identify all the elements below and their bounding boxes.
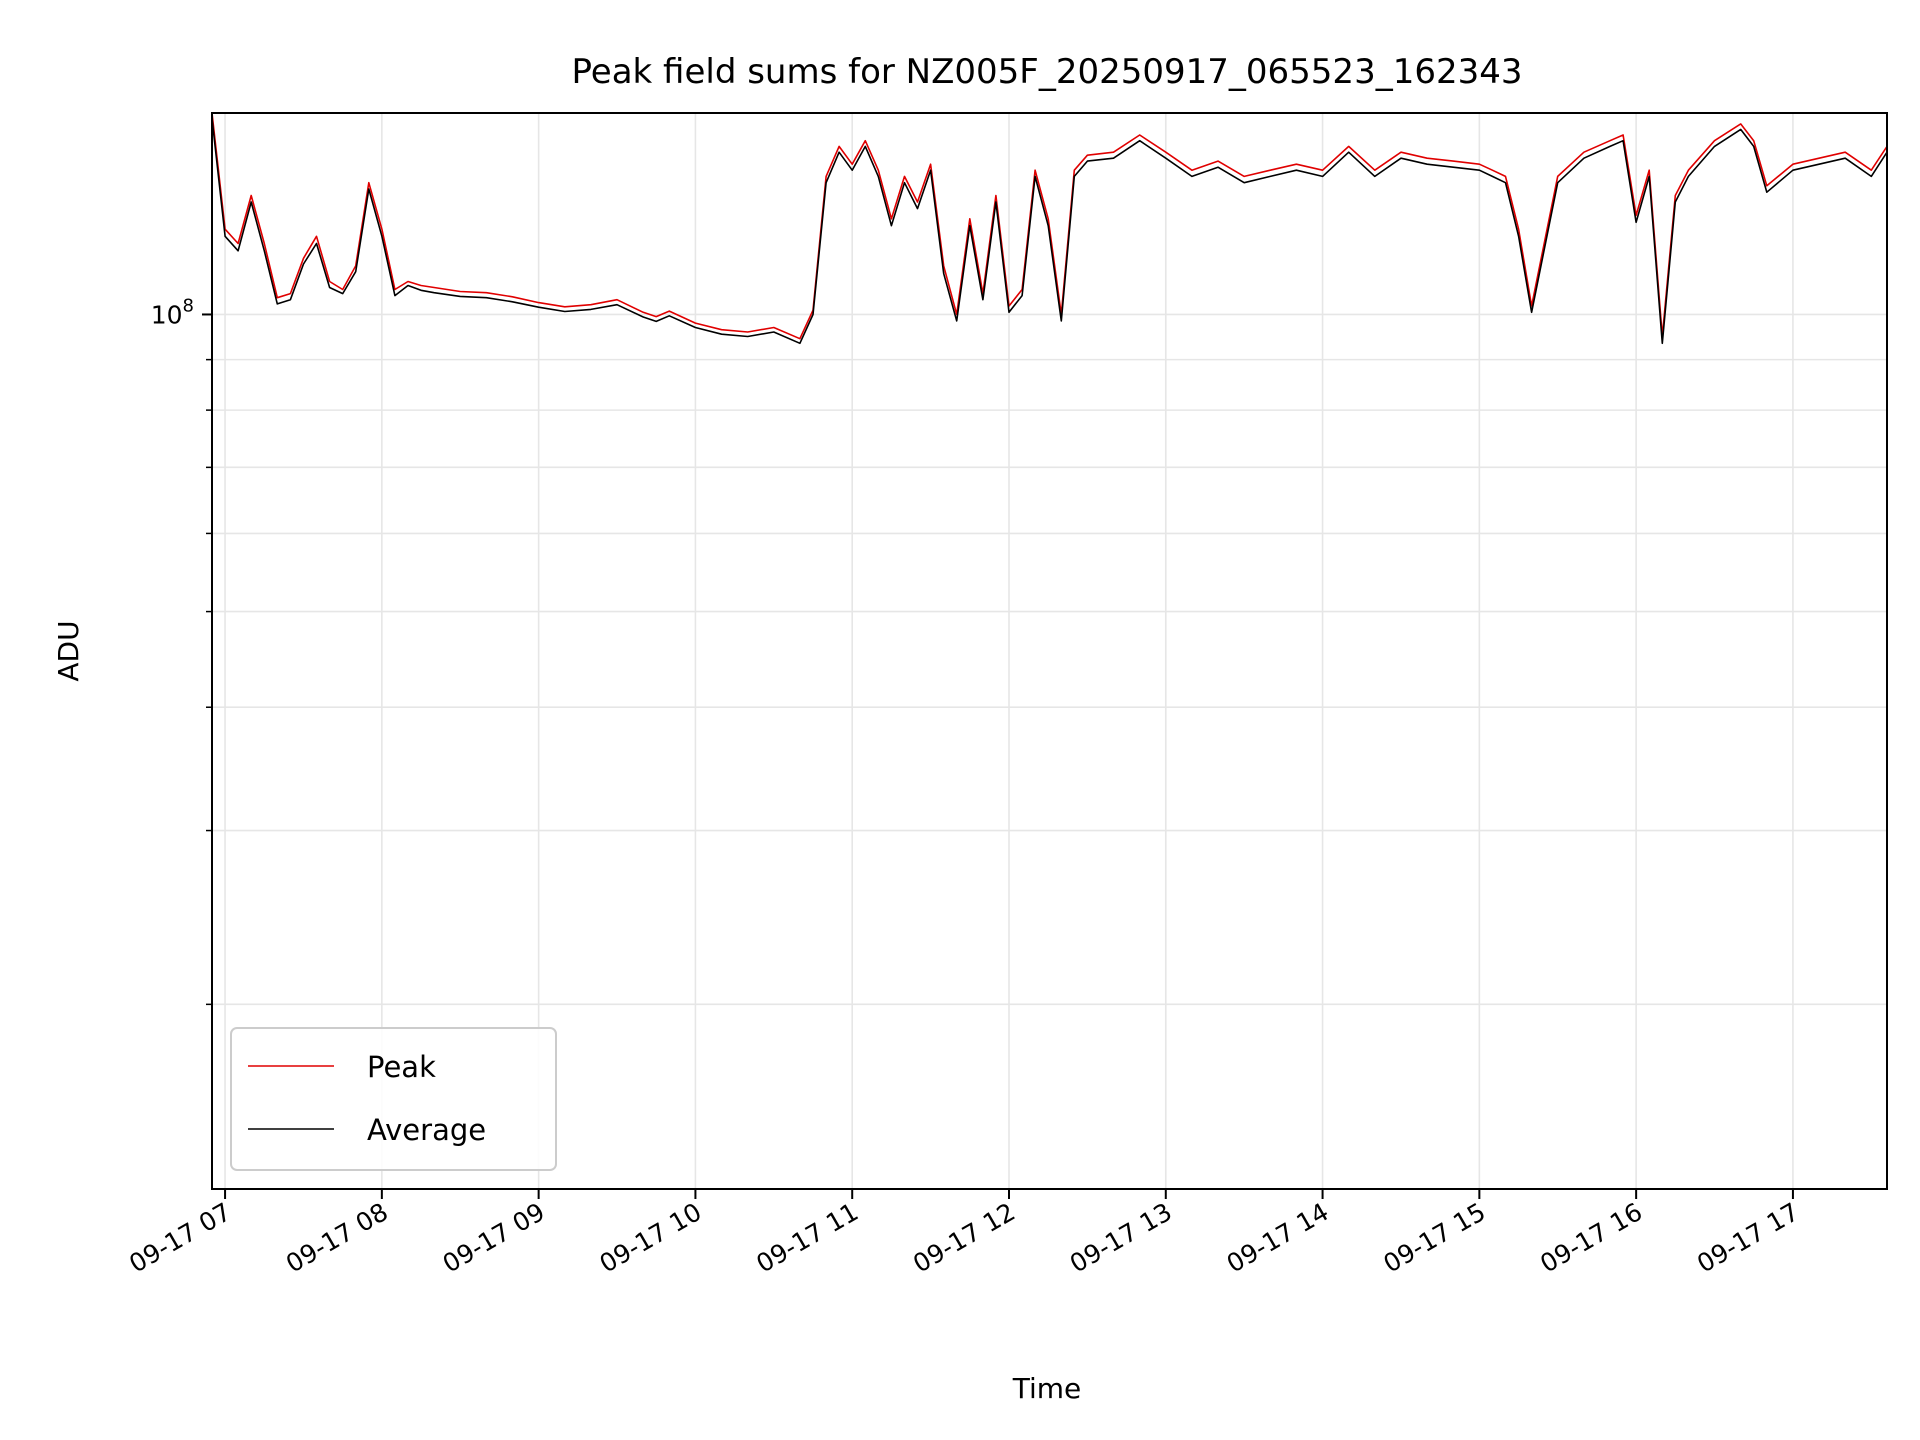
y-tick-label: 108 [151, 295, 194, 329]
legend: Peak Average [230, 1027, 557, 1171]
chart-title: Peak field sums for NZ005F_20250917_0655… [572, 52, 1523, 92]
x-axis-label: Time [1012, 1372, 1082, 1405]
plot-frame [211, 112, 1888, 1190]
legend-label-average: Average [367, 1113, 486, 1147]
y-axis-label: ADU [52, 620, 85, 681]
legend-box [230, 1027, 557, 1171]
series-line-average [212, 118, 1887, 345]
legend-label-peak: Peak [367, 1050, 436, 1084]
series-line-peak [212, 113, 1887, 340]
y-axis: 108 [151, 295, 212, 1006]
grid-layer [212, 113, 1887, 1189]
series-layer [212, 113, 1887, 345]
